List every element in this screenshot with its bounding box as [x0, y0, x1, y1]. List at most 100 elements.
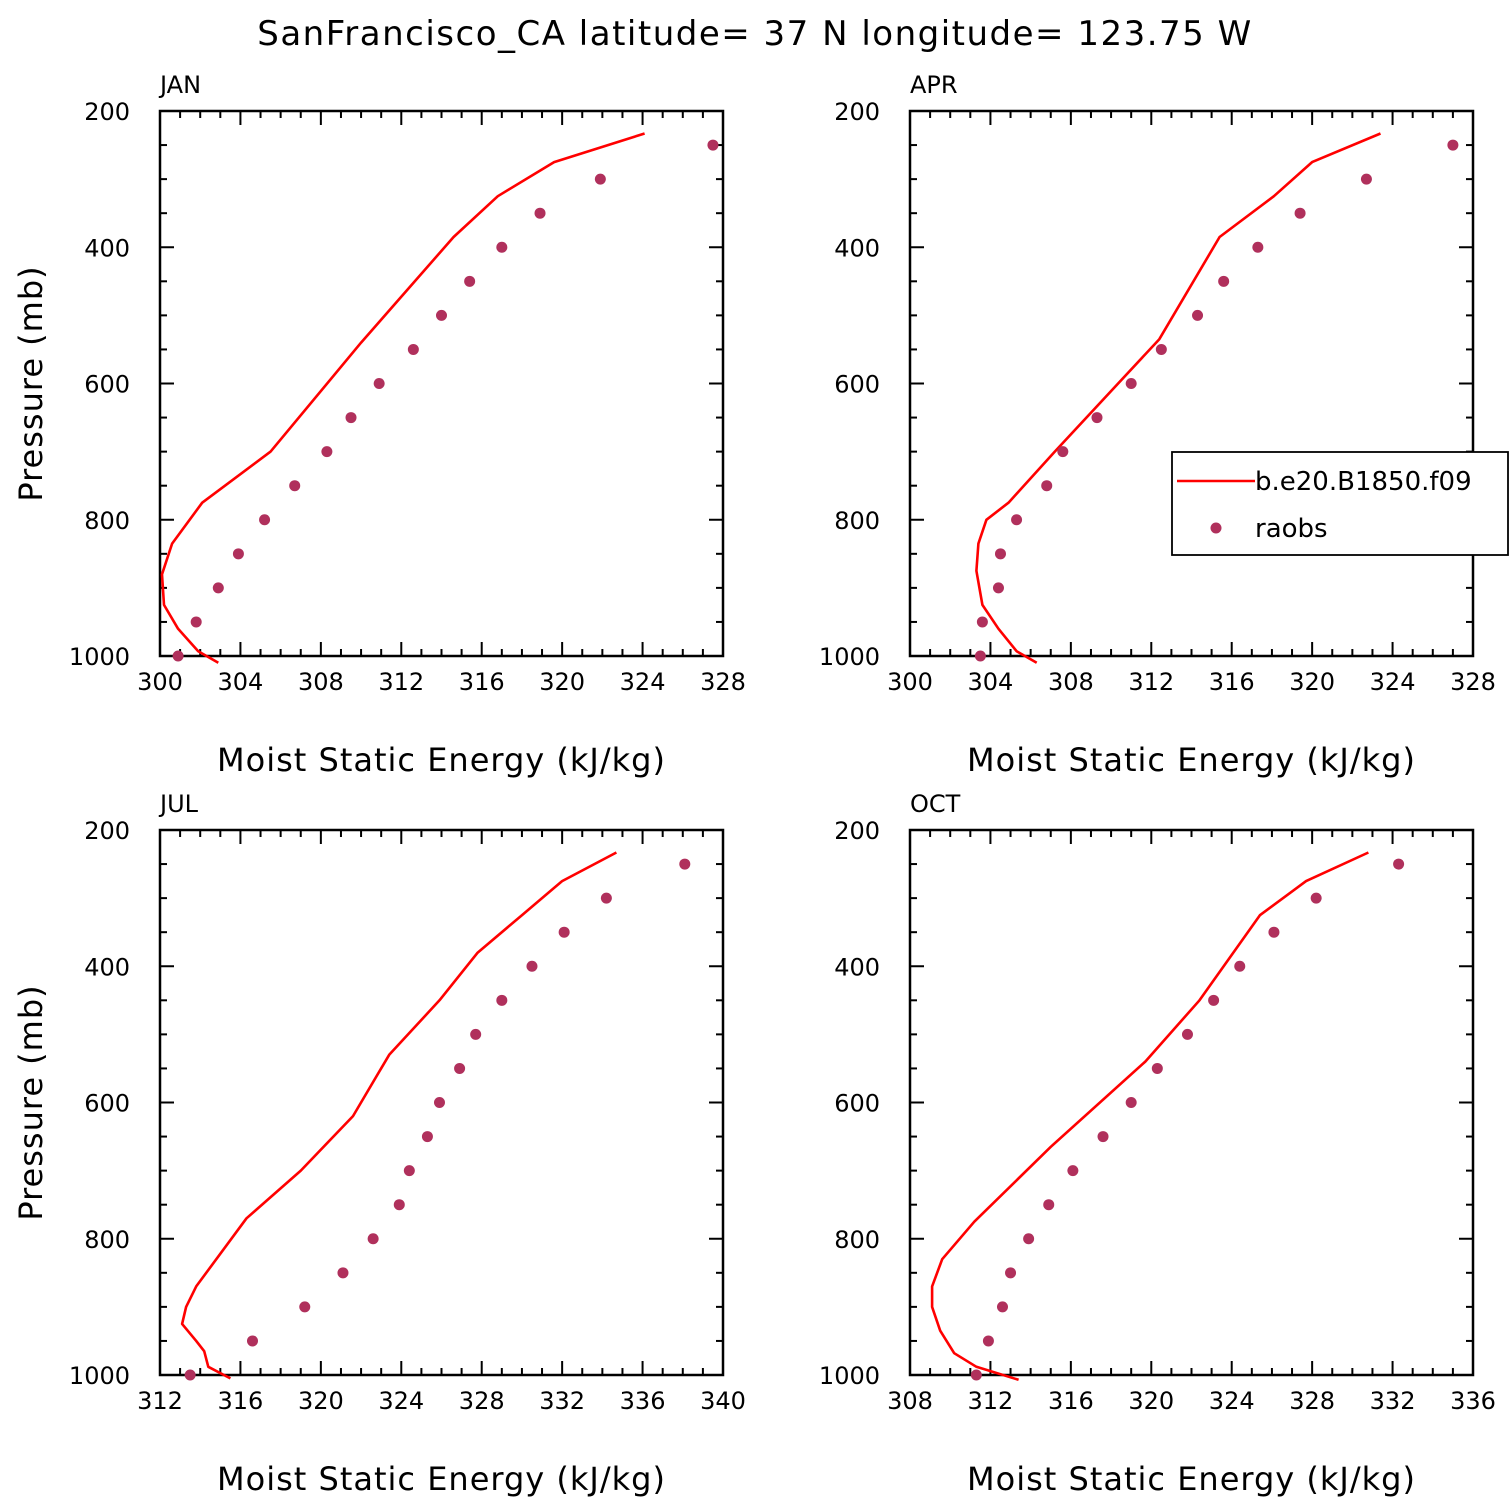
panel-apr: 300 304 308 312 316 320 324 328 200 400 600 800 1000… [819, 71, 1509, 779]
raobs-point [321, 446, 333, 458]
x-tick-label: 316 [1209, 668, 1255, 696]
x-tick-label: 304 [218, 668, 264, 696]
raobs-point [994, 548, 1006, 560]
raobs-point [337, 1267, 349, 1279]
y-axis-label: Pressure (mb) [12, 984, 50, 1220]
raobs-point [1234, 960, 1246, 972]
x-tick-label: 312 [378, 668, 424, 696]
raobs-point [496, 241, 508, 253]
panel-oct: 308 312 316 320 324 328 332 336 200 400 600 800 1000… [819, 790, 1496, 1498]
legend-label-raobs: raobs [1255, 514, 1328, 544]
raobs-point [992, 582, 1004, 594]
raobs-point [976, 616, 988, 628]
x-tick-label: 308 [1048, 668, 1094, 696]
x-tick-label: 340 [700, 1387, 746, 1415]
raobs-point [232, 548, 244, 560]
raobs-point [407, 343, 419, 355]
legend-label-model: b.e20.B1850.f09 [1255, 467, 1472, 497]
x-tick-label: 324 [620, 668, 666, 696]
raobs-point [454, 1062, 466, 1074]
raobs-point [1192, 309, 1204, 321]
x-tick-label: 324 [378, 1387, 424, 1415]
raobs-point [373, 378, 385, 389]
raobs-point [1125, 1097, 1137, 1108]
raobs-point [526, 960, 538, 972]
raobs-point [1125, 378, 1137, 389]
raobs-point [433, 1097, 445, 1108]
x-axis-label: Moist Static Energy (kJ/kg) [967, 1460, 1416, 1498]
y-tick-label: 400 [834, 234, 880, 262]
y-tick-label: 600 [84, 1090, 130, 1118]
x-tick-label: 328 [1450, 668, 1496, 696]
x-tick-label: 308 [887, 1387, 933, 1415]
raobs-point [289, 480, 301, 492]
x-tick-label: 312 [137, 1387, 183, 1415]
raobs-point [558, 926, 570, 938]
raobs-point [600, 892, 612, 904]
x-tick-label: 328 [1289, 1387, 1335, 1415]
raobs-point [1155, 343, 1167, 355]
x-tick-label: 316 [218, 1387, 264, 1415]
y-tick-label: 800 [834, 1226, 880, 1254]
y-tick-label: 800 [84, 1226, 130, 1254]
raobs-point [212, 582, 224, 594]
x-tick-label: 324 [1370, 668, 1416, 696]
raobs-point [1393, 858, 1405, 870]
y-tick-label: 400 [834, 953, 880, 981]
raobs-point [1294, 207, 1306, 219]
x-tick-label: 312 [1128, 668, 1174, 696]
legend-marker-swatch [1210, 522, 1222, 534]
x-tick-label: 304 [968, 668, 1014, 696]
raobs-point [534, 207, 546, 219]
raobs-point [403, 1165, 415, 1177]
raobs-point [246, 1335, 258, 1347]
x-tick-label: 320 [1289, 668, 1335, 696]
panel-label: JUL [158, 790, 199, 818]
raobs-point [393, 1199, 405, 1211]
x-axis-label: Moist Static Energy (kJ/kg) [217, 1460, 666, 1498]
x-tick-label: 320 [539, 668, 585, 696]
y-axis-label: Pressure (mb) [12, 265, 50, 501]
raobs-point [172, 650, 184, 662]
x-tick-label: 332 [539, 1387, 585, 1415]
panel-jul: 312 316 320 324 328 332 336 340 200 400 600 800 1000… [12, 790, 746, 1498]
raobs-point [190, 616, 202, 628]
x-tick-label: 328 [700, 668, 746, 696]
y-tick-label: 200 [84, 817, 130, 845]
legend-box [1171, 451, 1509, 556]
raobs-point [1310, 892, 1322, 904]
raobs-point [1097, 1131, 1109, 1143]
raobs-point [1023, 1233, 1035, 1245]
panel-label: APR [910, 71, 958, 99]
x-tick-label: 324 [1209, 1387, 1255, 1415]
raobs-point [184, 1369, 196, 1381]
x-axis-label: Moist Static Energy (kJ/kg) [217, 741, 666, 779]
raobs-point [1208, 994, 1220, 1006]
raobs-point [1043, 1199, 1055, 1211]
y-tick-label: 600 [834, 371, 880, 399]
panel-label: JAN [158, 71, 201, 99]
y-tick-label: 1000 [69, 1362, 130, 1390]
x-tick-label: 300 [137, 668, 183, 696]
raobs-point [496, 994, 508, 1006]
x-tick-label: 316 [459, 668, 505, 696]
raobs-point [436, 309, 447, 321]
y-tick-label: 200 [834, 98, 880, 126]
series-line-model [975, 132, 1382, 664]
raobs-point [470, 1028, 482, 1040]
y-tick-label: 400 [84, 953, 130, 981]
series-line-model [930, 851, 1369, 1382]
x-tick-label: 328 [459, 1387, 505, 1415]
series-line-model [160, 132, 645, 664]
raobs-point [970, 1369, 982, 1381]
x-tick-label: 336 [1450, 1387, 1496, 1415]
x-tick-label: 308 [298, 668, 344, 696]
legend: b.e20.B1850.f09 raobs [1171, 451, 1509, 556]
y-tick-label: 1000 [819, 643, 880, 671]
y-tick-label: 1000 [819, 1362, 880, 1390]
panel-jan: 300 304 308 312 316 320 324 328 200 400 600 800 1000… [12, 71, 746, 779]
y-tick-label: 800 [834, 507, 880, 535]
raobs-point [1360, 173, 1372, 185]
y-tick-label: 1000 [69, 643, 130, 671]
